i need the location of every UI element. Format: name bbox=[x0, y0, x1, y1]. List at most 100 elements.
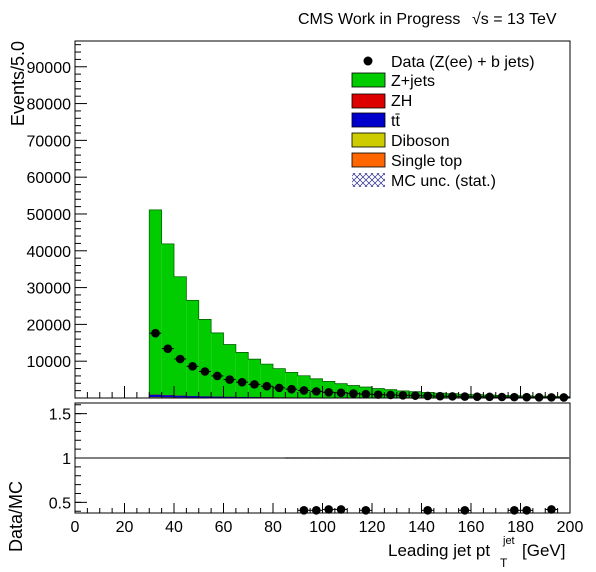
legend-zh-swatch bbox=[351, 93, 386, 109]
bar bbox=[161, 395, 174, 398]
ratio-point bbox=[361, 506, 371, 515]
bar bbox=[211, 332, 224, 398]
data-point bbox=[448, 392, 457, 401]
main-x-ticks bbox=[74, 386, 571, 398]
bar bbox=[186, 300, 199, 398]
ratio-y-tick-label: 0.5 bbox=[49, 495, 71, 512]
legend-singletop-label: Single top bbox=[391, 153, 462, 170]
data-point bbox=[510, 392, 519, 402]
x-axis-title-superscript: jet bbox=[502, 535, 515, 547]
data-point bbox=[336, 388, 346, 398]
bar bbox=[198, 396, 212, 398]
bar bbox=[223, 344, 236, 398]
ratio-plot: 0.5 1 1.5 0 20 40 60 80 100 120 140 160 180 200 bbox=[49, 402, 584, 536]
data-point bbox=[250, 380, 259, 389]
x-tick-label: 20 bbox=[116, 519, 134, 536]
legend-zh-label: ZH bbox=[391, 93, 412, 110]
ratio-y-tick-label: 1 bbox=[62, 451, 71, 468]
data-point bbox=[497, 392, 507, 402]
ratio-y-tick-label: 1.5 bbox=[49, 407, 71, 424]
x-tick-label: 80 bbox=[264, 519, 282, 536]
data-point bbox=[386, 390, 395, 400]
ratio-y-axis-title: Data/MC bbox=[6, 481, 26, 552]
data-point bbox=[435, 391, 445, 401]
data-point bbox=[373, 390, 383, 399]
data-point bbox=[225, 375, 234, 384]
data-point bbox=[534, 393, 544, 402]
energy-label: √s = 13 TeV bbox=[472, 11, 557, 28]
ratio-x-ticks: 0 20 40 60 80 100 120 140 160 180 200 bbox=[71, 503, 584, 536]
data-point bbox=[423, 391, 432, 401]
bar bbox=[174, 395, 187, 398]
x-tick-label: 40 bbox=[165, 519, 183, 536]
bar bbox=[211, 396, 224, 398]
legend-mc-unc-label: MC unc. (stat.) bbox=[391, 173, 496, 190]
legend-zjets-swatch bbox=[351, 72, 386, 88]
x-axis-title-subscript: T bbox=[500, 556, 508, 570]
bar bbox=[235, 352, 249, 398]
x-tick-label: 120 bbox=[359, 519, 386, 536]
data-point bbox=[299, 386, 309, 395]
ratio-point bbox=[312, 506, 321, 515]
legend-diboson-swatch bbox=[351, 132, 386, 148]
y-tick-label: 70000 bbox=[27, 133, 72, 150]
bar bbox=[198, 319, 212, 398]
data-point bbox=[151, 328, 160, 338]
ratio-point bbox=[324, 505, 333, 514]
data-point bbox=[324, 387, 333, 397]
ratio-point bbox=[423, 506, 432, 515]
data-point bbox=[559, 393, 569, 402]
y-tick-label: 80000 bbox=[27, 97, 72, 114]
x-tick-label: 200 bbox=[557, 519, 584, 536]
x-tick-label: 160 bbox=[458, 519, 485, 536]
legend-singletop-swatch bbox=[351, 152, 386, 168]
ratio-point bbox=[510, 506, 519, 515]
ratio-point bbox=[336, 505, 346, 514]
x-tick-label: 100 bbox=[309, 519, 336, 536]
bar bbox=[223, 396, 236, 398]
ratio-point bbox=[299, 506, 309, 515]
x-tick-label: 0 bbox=[71, 519, 80, 536]
ratio-points bbox=[297, 505, 558, 515]
y-tick-label: 50000 bbox=[27, 207, 72, 224]
main-plot: 10000 20000 30000 40000 50000 60000 70000 80000… bbox=[27, 40, 571, 402]
legend-mc-unc-swatch bbox=[352, 173, 385, 187]
data-point bbox=[485, 392, 494, 402]
bar bbox=[260, 364, 273, 398]
ratio-point bbox=[547, 505, 556, 514]
data-point bbox=[460, 392, 470, 401]
x-tick-label: 140 bbox=[408, 519, 435, 536]
x-axis-title: Leading jet pt bbox=[388, 541, 490, 560]
bar bbox=[174, 276, 187, 398]
y-tick-label: 60000 bbox=[27, 170, 72, 187]
legend-zjets-label: Z+jets bbox=[391, 73, 435, 90]
data-point bbox=[262, 381, 272, 391]
experiment-label: CMS Work in Progress bbox=[298, 11, 460, 28]
data-point bbox=[472, 392, 482, 402]
bar bbox=[149, 209, 162, 398]
data-point bbox=[237, 377, 247, 387]
data-point bbox=[312, 387, 321, 396]
x-tick-label: 180 bbox=[507, 519, 534, 536]
data-point bbox=[361, 389, 371, 399]
data-point bbox=[213, 371, 222, 381]
data-point bbox=[522, 392, 531, 402]
y-tick-label: 90000 bbox=[27, 60, 72, 77]
main-y-axis-title: Events/5.0 bbox=[8, 41, 28, 126]
data-point bbox=[163, 344, 173, 353]
legend-ttbar-swatch bbox=[351, 112, 386, 128]
ratio-y-ticks: 0.5 1 1.5 bbox=[49, 404, 87, 512]
bar bbox=[273, 368, 286, 398]
legend-data-label: Data (Z(ee) + b jets) bbox=[391, 54, 535, 71]
data-point bbox=[175, 354, 185, 364]
main-y-ticks: 10000 20000 30000 40000 50000 60000 70000 80000… bbox=[27, 44, 87, 392]
ratio-point bbox=[522, 506, 531, 515]
data-point bbox=[287, 384, 296, 394]
y-tick-label: 40000 bbox=[27, 244, 72, 261]
data-point bbox=[200, 367, 210, 376]
legend-diboson-label: Diboson bbox=[391, 133, 450, 150]
x-axis-unit: [GeV] bbox=[522, 541, 565, 560]
data-point bbox=[188, 362, 197, 371]
